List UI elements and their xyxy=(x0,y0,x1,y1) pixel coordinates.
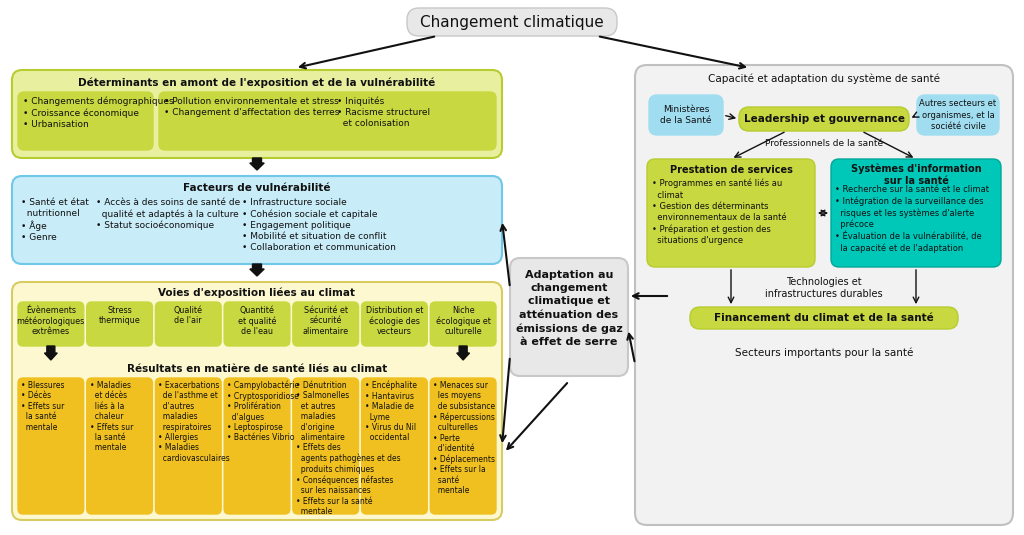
Text: Déterminants en amont de l'exposition et de la vulnérabilité: Déterminants en amont de l'exposition et… xyxy=(79,77,435,88)
FancyBboxPatch shape xyxy=(293,302,358,346)
Text: • Blessures
• Décès
• Effets sur
  la santé
  mentale: • Blessures • Décès • Effets sur la sant… xyxy=(22,381,65,432)
FancyBboxPatch shape xyxy=(690,307,958,329)
Text: Quantité
et qualité
de l'eau: Quantité et qualité de l'eau xyxy=(238,306,276,337)
FancyBboxPatch shape xyxy=(361,378,427,514)
FancyBboxPatch shape xyxy=(430,378,496,514)
Text: Stress
thermique: Stress thermique xyxy=(98,306,140,325)
FancyBboxPatch shape xyxy=(224,302,290,346)
FancyBboxPatch shape xyxy=(18,302,84,346)
Text: • Maladies
  et décès
  liés à la
  chaleur
• Effets sur
  la santé
  mentale: • Maladies et décès liés à la chaleur • … xyxy=(90,381,133,453)
Text: Résultats en matière de santé liés au climat: Résultats en matière de santé liés au cl… xyxy=(127,364,387,374)
Text: • Programmes en santé liés au
  climat
• Gestion des déterminants
  environnemen: • Programmes en santé liés au climat • G… xyxy=(652,179,786,244)
Text: Professionnels de la santé: Professionnels de la santé xyxy=(765,139,883,148)
FancyBboxPatch shape xyxy=(407,8,617,36)
FancyArrow shape xyxy=(250,158,264,170)
FancyBboxPatch shape xyxy=(293,378,358,514)
FancyBboxPatch shape xyxy=(430,302,496,346)
FancyBboxPatch shape xyxy=(918,95,999,135)
Text: Systèmes d'information
sur la santé: Systèmes d'information sur la santé xyxy=(851,164,981,187)
Text: Niche
écologique et
culturelle: Niche écologique et culturelle xyxy=(435,306,490,337)
FancyBboxPatch shape xyxy=(18,92,153,150)
Text: • Menaces sur
  les moyens
  de subsistance
• Répercussions
  culturelles
• Pert: • Menaces sur les moyens de subsistance … xyxy=(433,381,496,495)
FancyBboxPatch shape xyxy=(12,176,502,264)
Text: • Dénutrition
• Salmonelles
  et autres
  maladies
  d'origine
  alimentaire
• E: • Dénutrition • Salmonelles et autres ma… xyxy=(296,381,400,516)
FancyBboxPatch shape xyxy=(87,378,153,514)
Text: Technologies et
infrastructures durables: Technologies et infrastructures durables xyxy=(765,277,883,300)
Text: Secteurs importants pour la santé: Secteurs importants pour la santé xyxy=(735,347,913,357)
Text: Capacité et adaptation du système de santé: Capacité et adaptation du système de san… xyxy=(708,73,940,83)
Text: • Santé et état
  nutritionnel
• Âge
• Genre: • Santé et état nutritionnel • Âge • Gen… xyxy=(22,198,89,242)
FancyBboxPatch shape xyxy=(649,95,723,135)
Text: Facteurs de vulnérabilité: Facteurs de vulnérabilité xyxy=(183,183,331,193)
Text: • Campylobactérie
• Cryptosporidiose
• Prolifération
  d'algues
• Leptospirose
•: • Campylobactérie • Cryptosporidiose • P… xyxy=(227,381,299,442)
Text: • Pollution environnementale et stress
• Changement d'affectation des terres: • Pollution environnementale et stress •… xyxy=(164,97,339,117)
Text: Qualité
de l'air: Qualité de l'air xyxy=(174,306,203,325)
FancyArrow shape xyxy=(250,264,264,276)
Text: • Encéphalite
• Hantavirus
• Maladie de
  Lyme
• Virus du Nil
  occidental: • Encéphalite • Hantavirus • Maladie de … xyxy=(365,381,417,442)
Text: Voies d'exposition liées au climat: Voies d'exposition liées au climat xyxy=(159,288,355,299)
Text: • Changements démographiques
• Croissance économique
• Urbanisation: • Changements démographiques • Croissanc… xyxy=(23,97,174,128)
Text: • Iniquités
• Racisme structurel
  et colonisation: • Iniquités • Racisme structurel et colo… xyxy=(337,97,430,128)
Text: Sécurité et
sécurité
alimentaire: Sécurité et sécurité alimentaire xyxy=(303,306,349,336)
Text: • Recherche sur la santé et le climat
• Intégration de la surveillance des
  ris: • Recherche sur la santé et le climat • … xyxy=(835,185,989,253)
Text: Changement climatique: Changement climatique xyxy=(420,14,604,29)
Text: • Exacerbations
  de l'asthme et
  d'autres
  maladies
  respiratoires
• Allergi: • Exacerbations de l'asthme et d'autres … xyxy=(159,381,230,463)
FancyBboxPatch shape xyxy=(510,258,628,376)
FancyBboxPatch shape xyxy=(87,302,153,346)
Text: Prestation de services: Prestation de services xyxy=(670,165,793,175)
Text: Leadership et gouvernance: Leadership et gouvernance xyxy=(743,114,904,124)
FancyBboxPatch shape xyxy=(18,378,84,514)
FancyBboxPatch shape xyxy=(224,378,290,514)
FancyBboxPatch shape xyxy=(361,302,427,346)
FancyArrow shape xyxy=(44,346,57,360)
FancyBboxPatch shape xyxy=(831,159,1001,267)
Text: Ministères
de la Santé: Ministères de la Santé xyxy=(660,105,712,125)
Text: Adaptation au
changement
climatique et
atténuation des
émissions de gaz
à effet : Adaptation au changement climatique et a… xyxy=(516,270,623,347)
Text: Distribution et
écologie des
vecteurs: Distribution et écologie des vecteurs xyxy=(366,306,423,337)
Text: Financement du climat et de la santé: Financement du climat et de la santé xyxy=(714,313,934,323)
FancyBboxPatch shape xyxy=(156,378,221,514)
FancyBboxPatch shape xyxy=(12,282,502,520)
FancyBboxPatch shape xyxy=(739,107,909,131)
FancyBboxPatch shape xyxy=(647,159,815,267)
FancyBboxPatch shape xyxy=(156,302,221,346)
Text: • Accès à des soins de santé de
  qualité et adaptés à la culture
• Statut socio: • Accès à des soins de santé de qualité … xyxy=(96,198,241,231)
FancyBboxPatch shape xyxy=(635,65,1013,525)
FancyArrow shape xyxy=(457,346,470,360)
Text: Évènements
météorologiques
extrêmes: Évènements météorologiques extrêmes xyxy=(16,306,85,337)
FancyBboxPatch shape xyxy=(159,92,496,150)
FancyBboxPatch shape xyxy=(12,70,502,158)
Text: • Infrastructure sociale
• Cohésion sociale et capitale
• Engagement politique
•: • Infrastructure sociale • Cohésion soci… xyxy=(242,198,396,252)
Text: Autres secteurs et
organismes, et la
société civile: Autres secteurs et organismes, et la soc… xyxy=(920,100,996,131)
